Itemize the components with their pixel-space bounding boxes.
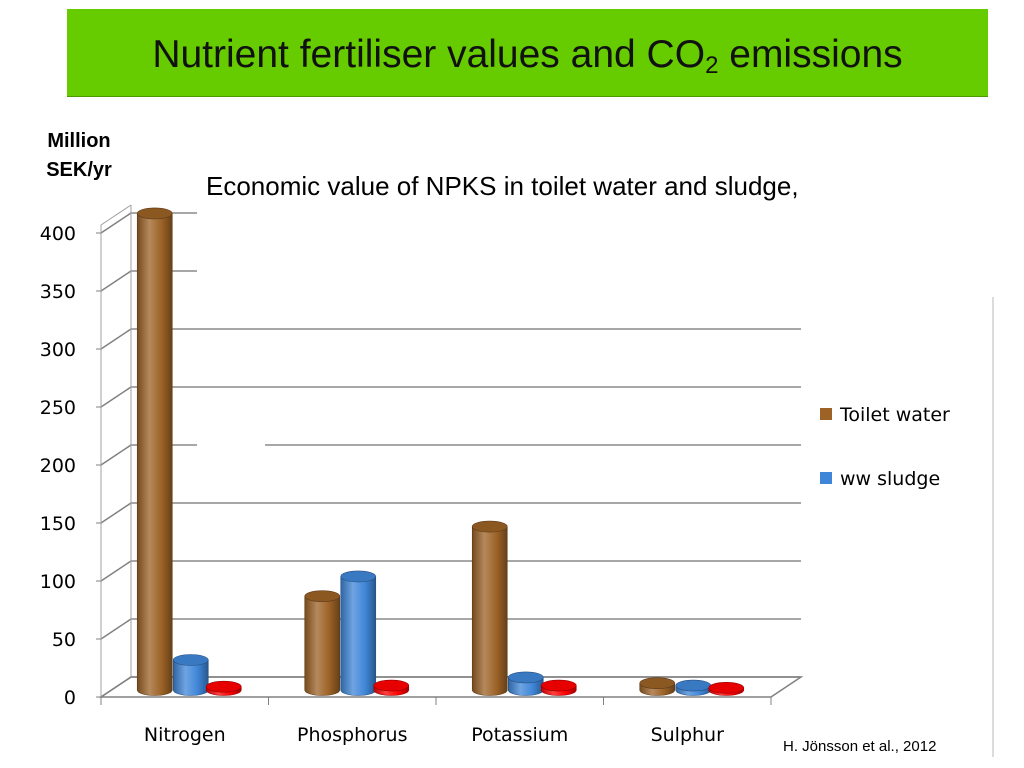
bar-top (136, 207, 173, 220)
y-tick-label: 0 (64, 687, 76, 709)
bar-toilet-water-nitrogen (136, 207, 173, 696)
chart-title: Economic value of NPKS in toilet water a… (206, 171, 799, 201)
gridline-diagonal (100, 560, 132, 582)
y-tick-label: 150 (40, 513, 76, 535)
bar-ww-sludge-nitrogen (172, 654, 209, 696)
legend-item: Toilet water (820, 404, 950, 428)
bar-body (471, 526, 508, 696)
x-tick-label: Phosphorus (297, 724, 408, 746)
legend-item: ww sludge (820, 468, 940, 492)
citation: H. Jönsson et al., 2012 (783, 738, 937, 755)
bar-ww-sludge-potassium (507, 671, 544, 696)
title-subscript: 2 (705, 52, 719, 79)
bar-toilet-water-sulphur (639, 677, 676, 696)
legend-swatch (820, 408, 832, 420)
bar-series-3-potassium (540, 679, 577, 696)
gridline-diagonal (100, 212, 132, 234)
y-tick-label: 250 (40, 397, 76, 419)
title-mask (197, 390, 265, 450)
title-end: emissions (718, 33, 903, 76)
gridline-diagonal (100, 618, 132, 640)
slide-title: Nutrient fertiliser values and CO2 emiss… (67, 33, 988, 80)
bar-top (639, 677, 676, 690)
bar-body (304, 595, 341, 696)
gridline-diagonal (100, 444, 132, 466)
x-tick-label: Nitrogen (144, 724, 226, 746)
bar-top (471, 520, 508, 533)
bar-body (136, 213, 173, 696)
bar-ww-sludge-phosphorus (340, 570, 377, 696)
bar-top (708, 682, 745, 694)
bar-top (172, 654, 209, 666)
y-tick-label: 200 (40, 455, 76, 477)
x-tick-label: Sulphur (651, 724, 725, 746)
bar-top (540, 679, 577, 692)
legend-label: Toilet water (840, 404, 950, 426)
bar-series-3-phosphorus (373, 679, 410, 696)
floor (98, 676, 804, 698)
legend-label: ww sludge (840, 468, 941, 490)
bar-series-3-nitrogen (205, 680, 242, 696)
title-mask (197, 208, 807, 240)
bar-top (340, 570, 377, 583)
legend-swatch (820, 472, 832, 484)
y-axis-label: Million SEK/yr (46, 130, 112, 181)
title-mask (197, 268, 807, 318)
bar-top (373, 679, 410, 692)
y-tick-label: 350 (40, 281, 76, 303)
gridline-diagonal (100, 270, 132, 292)
bar-toilet-water-phosphorus (304, 590, 341, 696)
title-main: Nutrient fertiliser values and CO (152, 33, 706, 76)
bar-top (675, 679, 712, 692)
gridline-diagonal (100, 386, 132, 408)
gridline-diagonal (100, 502, 132, 524)
bar-top (507, 671, 544, 684)
title-bar: Nutrient fertiliser values and CO2 emiss… (67, 9, 988, 97)
y-tick-label: 100 (40, 571, 76, 593)
y-tick-label: 400 (40, 223, 76, 245)
y-tick-label: 300 (40, 339, 76, 361)
side-wall (100, 204, 132, 697)
x-tick-label: Potassium (471, 724, 568, 746)
bar-top (205, 680, 242, 693)
y-tick-label: 50 (52, 629, 76, 651)
bar-series-3-sulphur (708, 682, 745, 696)
bar-toilet-water-potassium (471, 520, 508, 696)
bar-body (340, 576, 377, 696)
bar-top (304, 590, 341, 603)
bar-ww-sludge-sulphur (675, 679, 712, 696)
gridline-diagonal (100, 328, 132, 350)
